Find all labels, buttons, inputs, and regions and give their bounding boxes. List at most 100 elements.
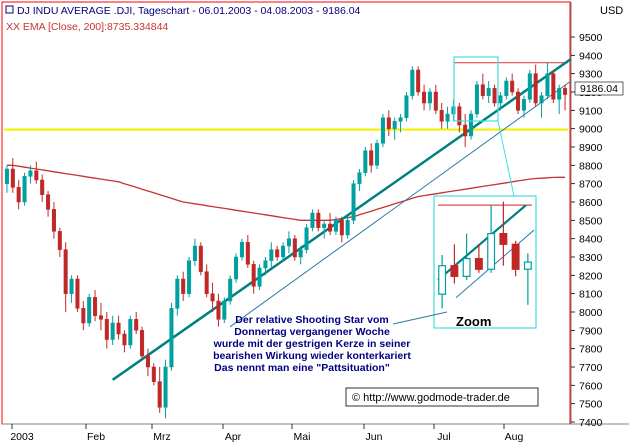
annotation-line-3: wurde mit der gestrigen Kerze in seiner xyxy=(213,338,411,350)
candle-body xyxy=(563,88,568,95)
candle-body xyxy=(69,278,74,294)
candle-body xyxy=(498,95,503,104)
x-tick-label: Aug xyxy=(505,431,524,443)
candle-body xyxy=(345,220,350,236)
zoom-candle-body xyxy=(487,233,496,270)
zoom-source-box xyxy=(453,56,499,122)
candle-body xyxy=(539,95,544,104)
y-axis: 9500940093009200910090008900880087008600… xyxy=(571,32,603,429)
zoom-candle-body xyxy=(499,233,508,245)
copyright-box: © http://www.godmode-trader.de xyxy=(345,387,539,407)
zoom-candle-body xyxy=(511,243,520,270)
x-tick-label: Mai xyxy=(294,431,311,443)
y-tick-label: 7800 xyxy=(579,344,603,356)
annotation-line-4: bearishen Wirkung wieder konterkariert xyxy=(213,350,411,362)
candle-body xyxy=(557,88,562,100)
chart-title: DJ INDU AVERAGE .DJI, Tageschart - 06.01… xyxy=(17,5,361,17)
y-tick-label: 7400 xyxy=(579,417,603,429)
candle-body xyxy=(433,91,438,111)
candle-body xyxy=(151,366,156,382)
candle-body xyxy=(93,297,98,316)
candle-body xyxy=(263,260,268,269)
zoom-candle-body xyxy=(474,257,483,270)
y-tick-label: 8000 xyxy=(579,307,603,319)
zoom-candle-body xyxy=(438,265,447,295)
candle-body xyxy=(486,88,491,96)
zoom-candle-body xyxy=(523,261,532,270)
candle-body xyxy=(439,110,444,122)
candle-body xyxy=(510,80,515,93)
candle-body xyxy=(275,249,280,258)
candle-body xyxy=(463,124,468,137)
candle-body xyxy=(16,187,21,203)
annotation-line-2: Donnertag vergangener Woche xyxy=(234,326,390,338)
zoom-connector-line xyxy=(497,120,515,197)
candle-body xyxy=(198,245,203,272)
candle-body xyxy=(398,117,403,122)
candle-body xyxy=(239,242,244,258)
candle-body xyxy=(392,121,397,129)
candle-body xyxy=(527,73,532,100)
last-price-value: 9186.04 xyxy=(580,83,618,95)
candle-body xyxy=(181,278,186,294)
y-tick-label: 8700 xyxy=(579,179,603,191)
candle-body xyxy=(245,242,250,265)
candle-body xyxy=(163,366,168,408)
candle-body xyxy=(51,209,56,232)
y-tick-label: 8400 xyxy=(579,234,603,246)
candle-body xyxy=(380,117,385,144)
candle-body xyxy=(316,212,321,228)
candle-body xyxy=(269,249,274,261)
candle-body xyxy=(363,150,368,173)
candle-body xyxy=(545,73,550,96)
copyright-frame xyxy=(345,387,539,407)
candle-body xyxy=(234,256,239,280)
candle-body xyxy=(251,264,256,287)
y-tick-label: 8100 xyxy=(579,289,603,301)
x-tick-label: Jul xyxy=(437,431,450,443)
x-tick-label: Jun xyxy=(366,431,383,443)
candle-body xyxy=(222,300,227,320)
candle-body xyxy=(140,330,145,357)
copyright-text: © http://www.godmode-trader.de xyxy=(352,392,510,404)
candle-body xyxy=(22,176,27,203)
candle-body xyxy=(521,99,526,111)
currency-label: USD xyxy=(600,5,623,17)
ema-legend-label: XX EMA [Close, 200]:8735.334844 xyxy=(6,21,168,33)
last-price-marker: 9186.04 xyxy=(574,81,624,96)
y-tick-label: 7500 xyxy=(579,399,603,411)
candle-body xyxy=(187,260,192,294)
candle-body xyxy=(122,333,127,346)
candle-body xyxy=(286,238,291,247)
candle-body xyxy=(75,278,80,309)
y-tick-label: 8600 xyxy=(579,197,603,209)
candle-body xyxy=(134,319,139,331)
y-tick-label: 9300 xyxy=(579,69,603,81)
y-tick-label: 8300 xyxy=(579,252,603,264)
candle-body xyxy=(333,220,338,232)
candle-body xyxy=(533,73,538,104)
candle-layer xyxy=(4,62,568,419)
candle-body xyxy=(281,245,286,258)
y-tick-label: 9000 xyxy=(579,124,603,136)
candle-body xyxy=(469,113,474,137)
candle-body xyxy=(292,238,297,258)
annotation-pointer-line xyxy=(392,311,448,325)
candle-body xyxy=(310,212,315,228)
candle-body xyxy=(427,91,432,104)
candle-body xyxy=(145,355,150,368)
candle-body xyxy=(192,245,197,261)
candle-body xyxy=(57,231,62,250)
candle-body xyxy=(351,183,356,221)
candle-body xyxy=(104,319,109,340)
candle-body xyxy=(304,227,309,250)
candle-body xyxy=(40,179,45,195)
candle-body xyxy=(322,223,327,228)
candle-body xyxy=(492,88,497,104)
y-tick-label: 7700 xyxy=(579,362,603,374)
y-tick-label: 7600 xyxy=(579,380,603,392)
candle-body xyxy=(257,267,262,287)
candle-body xyxy=(445,113,450,122)
zoom-label: Zoom xyxy=(456,314,491,329)
candle-body xyxy=(175,278,180,309)
